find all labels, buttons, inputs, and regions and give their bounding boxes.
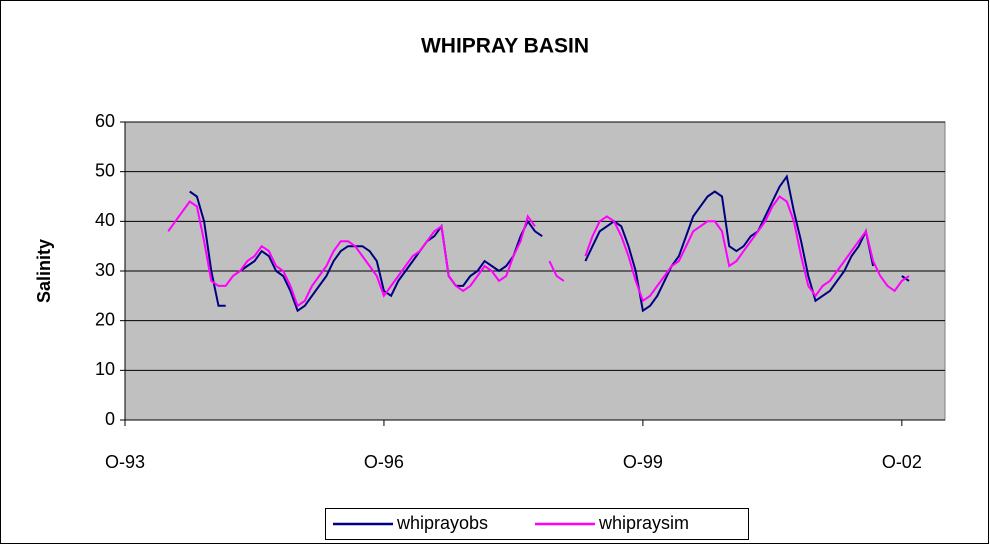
y-tick-label: 50 xyxy=(95,160,115,180)
legend-label: whipraysim xyxy=(598,513,689,533)
y-tick-label: 30 xyxy=(95,260,115,280)
y-tick-label: 40 xyxy=(95,210,115,230)
legend-label: whiprayobs xyxy=(396,513,488,533)
y-tick-label: 10 xyxy=(95,359,115,379)
y-tick-label: 60 xyxy=(95,111,115,131)
data-line xyxy=(167,195,910,308)
y-axis-label: Salinity xyxy=(34,239,54,303)
y-tick-label: 20 xyxy=(95,309,115,329)
data-line xyxy=(189,174,910,313)
y-tick-label: 0 xyxy=(105,409,115,429)
x-tick-label: O-93 xyxy=(105,452,145,472)
x-tick-label: O-96 xyxy=(364,452,404,472)
x-tick-label: O-02 xyxy=(882,452,922,472)
chart-title: WHIPRAY BASIN xyxy=(421,35,589,58)
x-tick-label: O-99 xyxy=(623,452,663,472)
